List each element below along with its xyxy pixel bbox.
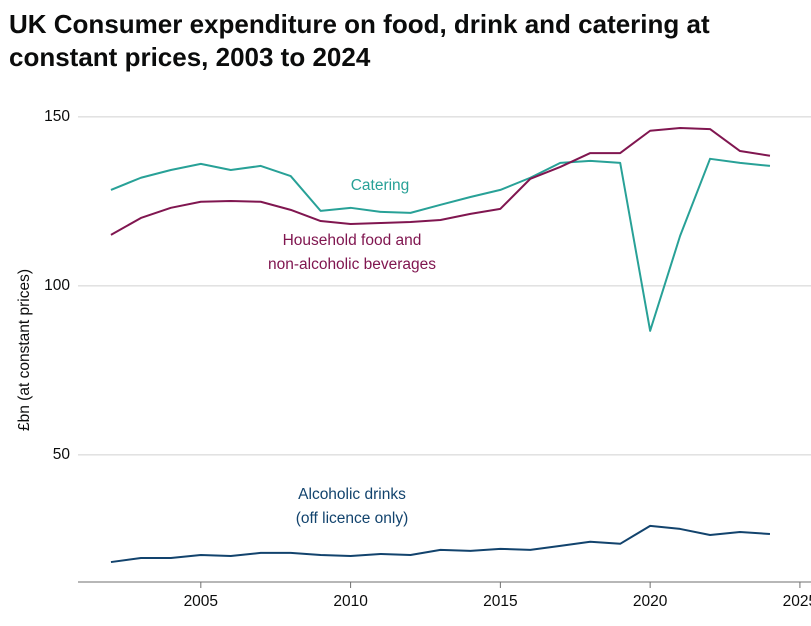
series-label: non-alcoholic beverages [268, 256, 436, 273]
series-label: Household food and [283, 232, 422, 249]
y-tick-label: 50 [53, 446, 71, 463]
series-label: Catering [351, 177, 410, 194]
series-line [110, 157, 771, 332]
series-label: Alcoholic drinks [298, 486, 406, 503]
x-tick-label: 2005 [184, 593, 218, 610]
x-tick-label: 2010 [333, 593, 368, 610]
x-tick-label: 2020 [633, 593, 668, 610]
series-line [110, 524, 771, 564]
x-tick-label: 2025 [783, 593, 811, 610]
chart-title: UK Consumer expenditure on food, drink a… [9, 9, 710, 72]
series-line [110, 127, 771, 236]
series-label: (off licence only) [296, 510, 409, 527]
y-tick-label: 150 [44, 108, 70, 125]
y-tick-label: 100 [44, 277, 70, 294]
y-axis-label: £bn (at constant prices) [16, 269, 33, 431]
x-tick-label: 2015 [483, 593, 517, 610]
